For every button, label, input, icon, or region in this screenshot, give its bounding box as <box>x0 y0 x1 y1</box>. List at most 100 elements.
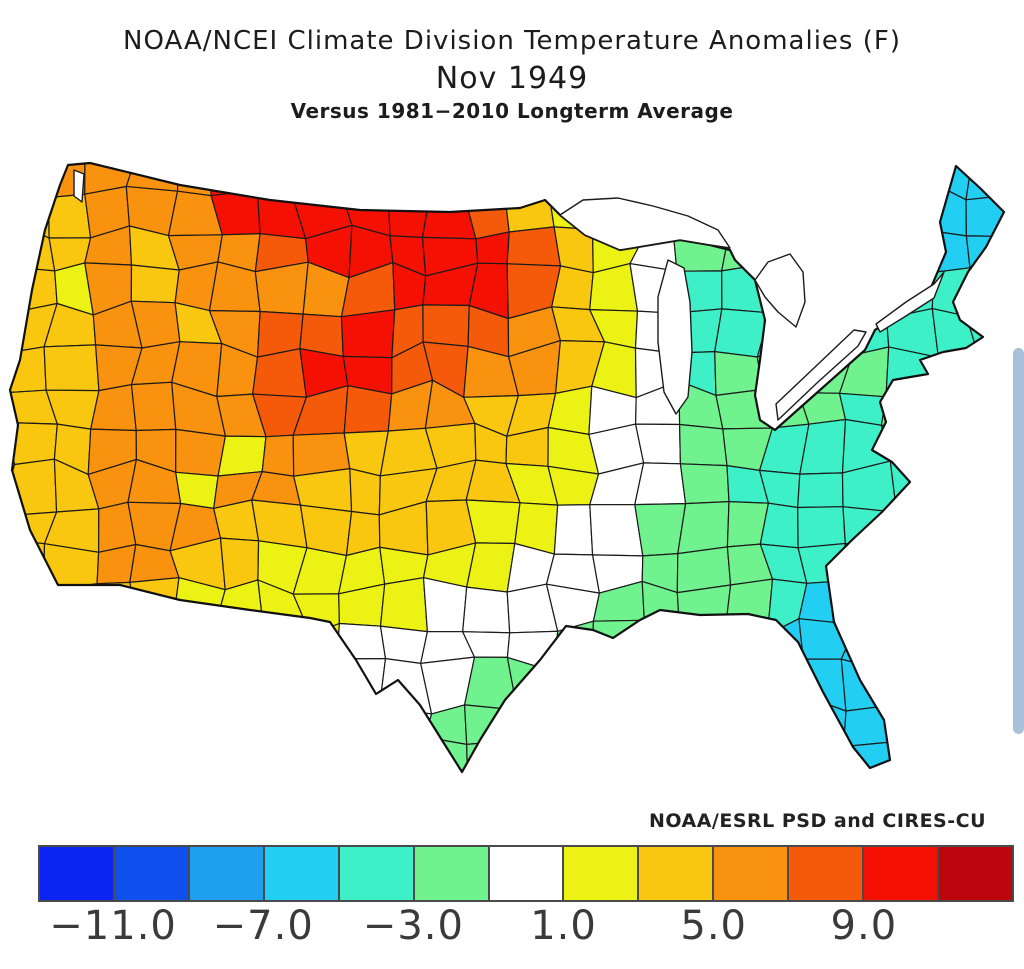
climate-division-cell <box>799 163 858 199</box>
climate-division-cell <box>261 616 312 673</box>
colorbar-segment-0 <box>40 847 113 900</box>
climate-division-cell <box>672 735 731 772</box>
climate-division-cell <box>129 577 180 635</box>
climate-division-cell <box>797 472 844 509</box>
data-credit: NOAA/ESRL PSD and CIRES-CU <box>648 810 986 832</box>
climate-division-cell <box>965 163 1004 201</box>
climate-division-cell <box>42 583 98 636</box>
colorbar-segment-10 <box>787 847 863 900</box>
colorbar-tick: −3.0 <box>362 903 464 949</box>
climate-division-cell <box>758 658 812 714</box>
climate-division-cell <box>634 502 687 557</box>
climate-division-cell <box>292 163 353 201</box>
climate-division-cell <box>418 163 471 192</box>
climate-division-cell <box>503 163 556 194</box>
climate-division-cell <box>83 737 139 772</box>
climate-division-cell <box>11 698 56 747</box>
climate-division-cell <box>506 656 555 711</box>
climate-division-cell <box>722 661 768 714</box>
climate-division-cell <box>933 617 983 673</box>
climate-division-cell <box>217 435 267 477</box>
climate-division-cell <box>798 580 858 626</box>
climate-division-cell <box>503 189 555 233</box>
climate-division-cell <box>422 576 468 633</box>
climate-division-cell <box>924 229 971 274</box>
climate-division-cell <box>378 707 433 750</box>
climate-division-cell <box>964 747 1004 772</box>
climate-division-cell <box>138 624 182 672</box>
us-climate-division-map <box>8 161 1006 774</box>
climate-division-cell <box>554 739 603 772</box>
climate-division-cell <box>125 163 181 192</box>
climate-division-cell <box>421 187 477 240</box>
climate-division-cell <box>967 381 1004 432</box>
climate-division-cell <box>180 656 228 705</box>
climate-division-cell <box>842 163 888 200</box>
colorbar-segment-8 <box>637 847 713 900</box>
climate-division-cell <box>679 463 730 505</box>
climate-division-cell <box>884 617 940 672</box>
climate-division-cell <box>387 163 432 196</box>
colorbar-tick: −11.0 <box>49 903 177 949</box>
us-outline <box>8 161 1006 774</box>
colorbar-segment-12 <box>937 847 1012 900</box>
climate-division-cell <box>553 504 594 556</box>
climate-division-cell <box>764 163 807 199</box>
climate-division-cell <box>765 617 804 674</box>
scrollbar-thumb[interactable] <box>1013 348 1024 734</box>
climate-division-cell <box>725 194 767 240</box>
climate-division-cell <box>884 163 937 200</box>
climate-division-cell <box>130 381 177 432</box>
climate-division-cell <box>422 304 470 348</box>
climate-division-cell <box>967 346 1004 391</box>
climate-division-cell <box>42 628 101 670</box>
colorbar-segment-2 <box>187 847 263 900</box>
climate-division-cell <box>967 428 1004 477</box>
climate-division-cell <box>931 267 971 317</box>
climate-division-cell <box>379 625 429 665</box>
lake-ontario <box>875 271 945 333</box>
colorbar-segment-4 <box>337 847 413 900</box>
colorbar-segment-3 <box>262 847 338 900</box>
climate-division-cell <box>462 586 511 634</box>
climate-division-cell <box>343 384 393 434</box>
climate-division-cell <box>840 233 897 265</box>
climate-division-cell <box>424 736 469 772</box>
climate-division-cell <box>10 630 55 672</box>
climate-division-cell <box>933 660 983 707</box>
climate-division-cell <box>894 504 937 551</box>
climate-division-cell <box>134 746 177 772</box>
lake-michigan <box>657 259 693 415</box>
colorbar-tick: 1.0 <box>530 903 597 949</box>
climate-division-cell <box>720 163 771 197</box>
climate-division-cell <box>893 740 933 772</box>
climate-division-cell <box>11 740 59 772</box>
title-date: Nov 1949 <box>435 61 589 96</box>
climate-division-cell <box>880 591 940 620</box>
climate-division-cell <box>797 542 846 584</box>
climate-division-cell <box>337 163 391 196</box>
climate-division-cell <box>972 657 1004 707</box>
climate-division-cell <box>927 504 977 551</box>
climate-division-cell <box>880 388 939 430</box>
climate-division-cell <box>885 183 937 235</box>
climate-division-cell <box>589 163 643 198</box>
climate-division-cell <box>47 737 86 772</box>
lake-superior <box>559 197 731 251</box>
climate-division-cell <box>551 668 605 703</box>
climate-division-cell <box>548 163 594 198</box>
climate-division-cell <box>634 423 682 465</box>
climate-division-cell <box>841 262 888 320</box>
climate-division-cell <box>10 163 50 199</box>
climate-division-cell <box>678 620 727 664</box>
climate-division-cell <box>677 500 730 555</box>
climate-division-cell <box>884 660 937 707</box>
climate-division-cell <box>218 702 269 753</box>
puget-sound <box>73 169 85 203</box>
climate-division-cell <box>513 739 557 772</box>
climate-division-cell <box>43 344 100 392</box>
colorbar-tick: 9.0 <box>830 903 898 949</box>
colorbar-segment-5 <box>412 847 488 900</box>
climate-division-cell <box>294 658 344 714</box>
climate-division-cell <box>725 578 774 636</box>
